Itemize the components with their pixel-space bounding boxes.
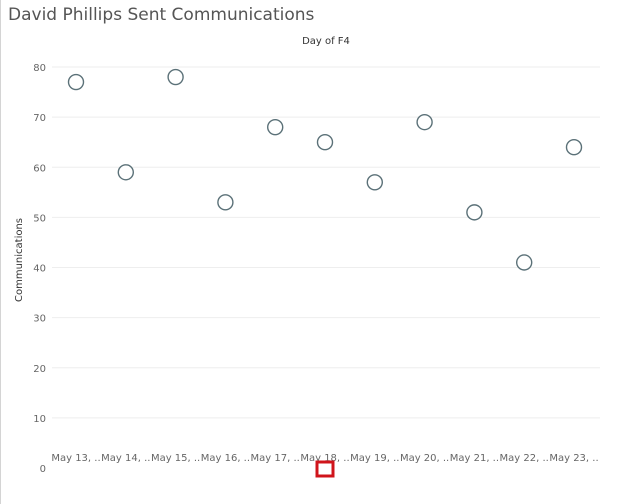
x-tick-label: May 15, ..	[151, 453, 200, 464]
y-tick-label: 30	[33, 314, 46, 325]
y-tick-label: 80	[33, 63, 46, 74]
x-tick-label: May 21, ..	[450, 453, 499, 464]
column-header: Day of F4	[302, 36, 350, 47]
x-tick-label: May 16, ..	[201, 453, 250, 464]
x-axis-ticks: May 13, .. May 14, .. May 15, .. May 16, ..…	[51, 453, 598, 464]
data-point[interactable]	[366, 174, 383, 191]
y-tick-label: 60	[33, 163, 46, 174]
x-tick-label: May 20, ..	[400, 453, 449, 464]
data-point[interactable]	[466, 204, 483, 221]
x-tick-label: May 14, ..	[101, 453, 150, 464]
data-point[interactable]	[117, 164, 135, 181]
selection-marker[interactable]	[315, 460, 335, 478]
x-tick-label: May 19, ..	[350, 453, 399, 464]
data-point[interactable]	[267, 118, 284, 136]
data-point[interactable]	[217, 194, 234, 211]
left-border	[0, 0, 1, 504]
data-point[interactable]	[167, 68, 184, 86]
data-point[interactable]	[67, 73, 85, 91]
data-point[interactable]	[416, 113, 433, 131]
data-points	[67, 68, 583, 478]
data-point[interactable]	[516, 254, 533, 271]
y-tick-label: 20	[33, 364, 46, 375]
y-tick-label: 0	[40, 464, 46, 475]
y-axis-title: Communications	[14, 218, 25, 302]
data-point[interactable]	[565, 138, 583, 156]
y-tick-label: 40	[33, 264, 46, 275]
x-tick-label: May 23, ..	[549, 453, 598, 464]
y-tick-label: 50	[33, 213, 46, 224]
x-tick-label: May 17, ..	[251, 453, 300, 464]
x-tick-label: May 22, ..	[500, 453, 549, 464]
x-tick-label: May 13, ..	[51, 453, 100, 464]
data-point[interactable]	[316, 133, 334, 151]
x-tick-label: May 18, ..	[300, 453, 349, 464]
y-tick-label: 10	[33, 414, 46, 425]
gridlines	[52, 66, 600, 419]
y-tick-label: 70	[33, 113, 46, 124]
chart-title: David Phillips Sent Communications	[8, 5, 315, 25]
y-axis-ticks: 0 10 20 30 40 50 60 70 80	[33, 63, 46, 475]
